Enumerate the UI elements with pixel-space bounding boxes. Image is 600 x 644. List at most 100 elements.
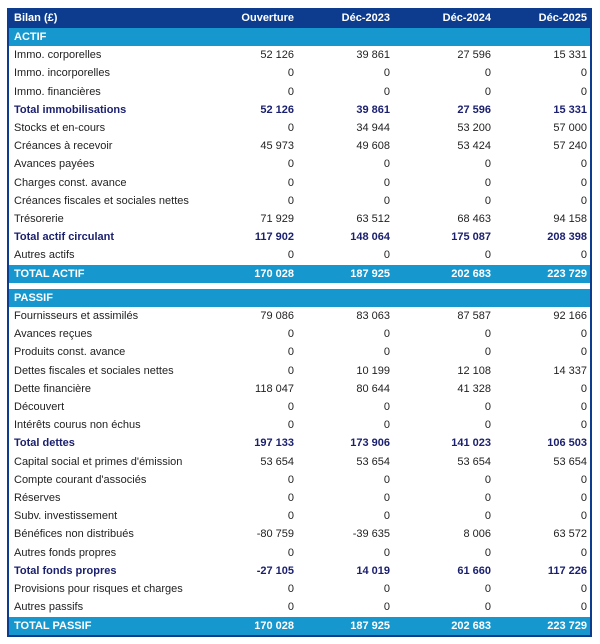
grand-total-row: TOTAL ACTIF 170 028 187 925 202 683 223 729 (9, 264, 590, 283)
cell-value: 68 463 (457, 213, 491, 226)
cell-value: 14 337 (553, 364, 587, 377)
row-label: Fournisseurs et assimilés (14, 310, 139, 323)
row-label: Compte courant d'associés (14, 473, 147, 486)
cell-value: 0 (580, 176, 587, 189)
cell-value: 39 861 (356, 103, 390, 116)
row-label: Subv. investissement (14, 510, 118, 523)
cell-value: 0 (484, 328, 491, 341)
cell-value: 15 331 (553, 49, 587, 62)
cell-value: 0 (287, 249, 294, 262)
cell-value: 197 133 (254, 437, 294, 450)
cell-value: 141 023 (451, 437, 491, 450)
subtotal-row: Total dettes 197 133 173 906 141 023 106 503 (9, 434, 590, 452)
table-row: Intérêts courus non échus 0 0 0 0 (9, 416, 590, 434)
cell-value: 0 (484, 85, 491, 98)
cell-value: 0 (383, 67, 390, 80)
row-label: Stocks et en-cours (14, 122, 106, 135)
cell-value: 57 000 (553, 122, 587, 135)
cell-value: 53 654 (356, 455, 390, 468)
row-label: Dette financière (14, 382, 92, 395)
cell-value: 175 087 (451, 231, 491, 244)
cell-value: 80 644 (356, 382, 390, 395)
cell-value: 0 (580, 249, 587, 262)
row-label: Charges const. avance (14, 176, 127, 189)
cell-value: 79 086 (260, 310, 294, 323)
cell-value: 118 047 (255, 382, 294, 395)
row-label: Trésorerie (14, 213, 64, 226)
cell-value: 187 925 (297, 264, 393, 283)
table-row: Charges const. avance 0 0 0 0 (9, 174, 590, 192)
cell-value: 0 (580, 546, 587, 559)
table-row: Bénéfices non distribués -80 759 -39 635 8 … (9, 525, 590, 543)
row-label: Autres actifs (14, 249, 75, 262)
balance-sheet-table: Bilan (£) Ouverture Déc-2023 Déc-2024 Dé… (9, 8, 590, 635)
cell-value: 0 (287, 85, 294, 98)
cell-value: 0 (383, 176, 390, 189)
cell-value: 0 (580, 67, 587, 80)
column-header: Déc-2025 (494, 8, 590, 28)
table-row: Fournisseurs et assimilés 79 086 83 063 87 … (9, 307, 590, 325)
cell-value: 0 (383, 473, 390, 486)
cell-value: 0 (484, 158, 491, 171)
row-label: Total actif circulant (14, 231, 115, 244)
cell-value: 223 729 (494, 264, 590, 283)
cell-value: 63 572 (553, 528, 587, 541)
cell-value: 202 683 (393, 616, 494, 635)
cell-value: 0 (484, 510, 491, 523)
row-label: PASSIF (9, 288, 219, 308)
table-row: Avances payées 0 0 0 0 (9, 155, 590, 173)
cell-value: 0 (287, 473, 294, 486)
table-row: Produits const. avance 0 0 0 0 (9, 343, 590, 361)
cell-value: 0 (580, 401, 587, 414)
table-row: Avances reçues 0 0 0 0 (9, 325, 590, 343)
cell-value: 0 (580, 346, 587, 359)
cell-value (297, 288, 393, 308)
cell-value: 0 (287, 546, 294, 559)
subtotal-row: Total actif circulant 117 902 148 064 175 0… (9, 228, 590, 246)
cell-value: -27 105 (256, 564, 294, 577)
cell-value: 0 (383, 249, 390, 262)
cell-value: 0 (580, 328, 587, 341)
row-label: Réserves (14, 492, 61, 505)
row-label: TOTAL PASSIF (9, 616, 219, 635)
cell-value: 223 729 (494, 616, 590, 635)
cell-value: 0 (383, 328, 390, 341)
grand-total-row: TOTAL PASSIF 170 028 187 925 202 683 223 729 (9, 616, 590, 635)
cell-value: 0 (580, 492, 587, 505)
cell-value: 61 660 (457, 564, 491, 577)
subtotal-row: Total immobilisations 52 126 39 861 27 596 1… (9, 101, 590, 119)
cell-value: 15 331 (553, 103, 587, 116)
cell-value: 53 424 (457, 140, 491, 153)
cell-value: 0 (383, 85, 390, 98)
cell-value: 92 166 (553, 310, 587, 323)
cell-value: 0 (484, 546, 491, 559)
cell-value: 0 (383, 510, 390, 523)
cell-value: 27 596 (457, 49, 491, 62)
row-label: Avances payées (14, 158, 95, 171)
table-row: Autres passifs 0 0 0 0 (9, 598, 590, 616)
cell-value: 49 608 (356, 140, 390, 153)
table-row: Immo. financières 0 0 0 0 (9, 83, 590, 101)
cell-value: 8 006 (463, 528, 491, 541)
cell-value: 57 240 (553, 140, 587, 153)
cell-value: 0 (383, 194, 390, 207)
cell-value: 208 398 (547, 231, 587, 244)
row-label: TOTAL ACTIF (9, 264, 219, 283)
cell-value: 0 (383, 601, 390, 614)
cell-value: 0 (580, 473, 587, 486)
cell-value: 170 028 (219, 616, 297, 635)
cell-value: 0 (383, 546, 390, 559)
cell-value: 14 019 (356, 564, 390, 577)
table-row: Capital social et primes d'émission 53 65… (9, 453, 590, 471)
row-label: Autres passifs (14, 601, 84, 614)
cell-value: 0 (484, 601, 491, 614)
row-label: Immo. financières (14, 85, 101, 98)
column-header: Ouverture (219, 8, 297, 28)
row-label: Dettes fiscales et sociales nettes (14, 364, 174, 377)
row-label: Total fonds propres (14, 564, 117, 577)
cell-value: 148 064 (350, 231, 390, 244)
cell-value: 0 (287, 401, 294, 414)
cell-value: 0 (484, 346, 491, 359)
cell-value: 0 (383, 419, 390, 432)
cell-value: 0 (484, 583, 491, 596)
